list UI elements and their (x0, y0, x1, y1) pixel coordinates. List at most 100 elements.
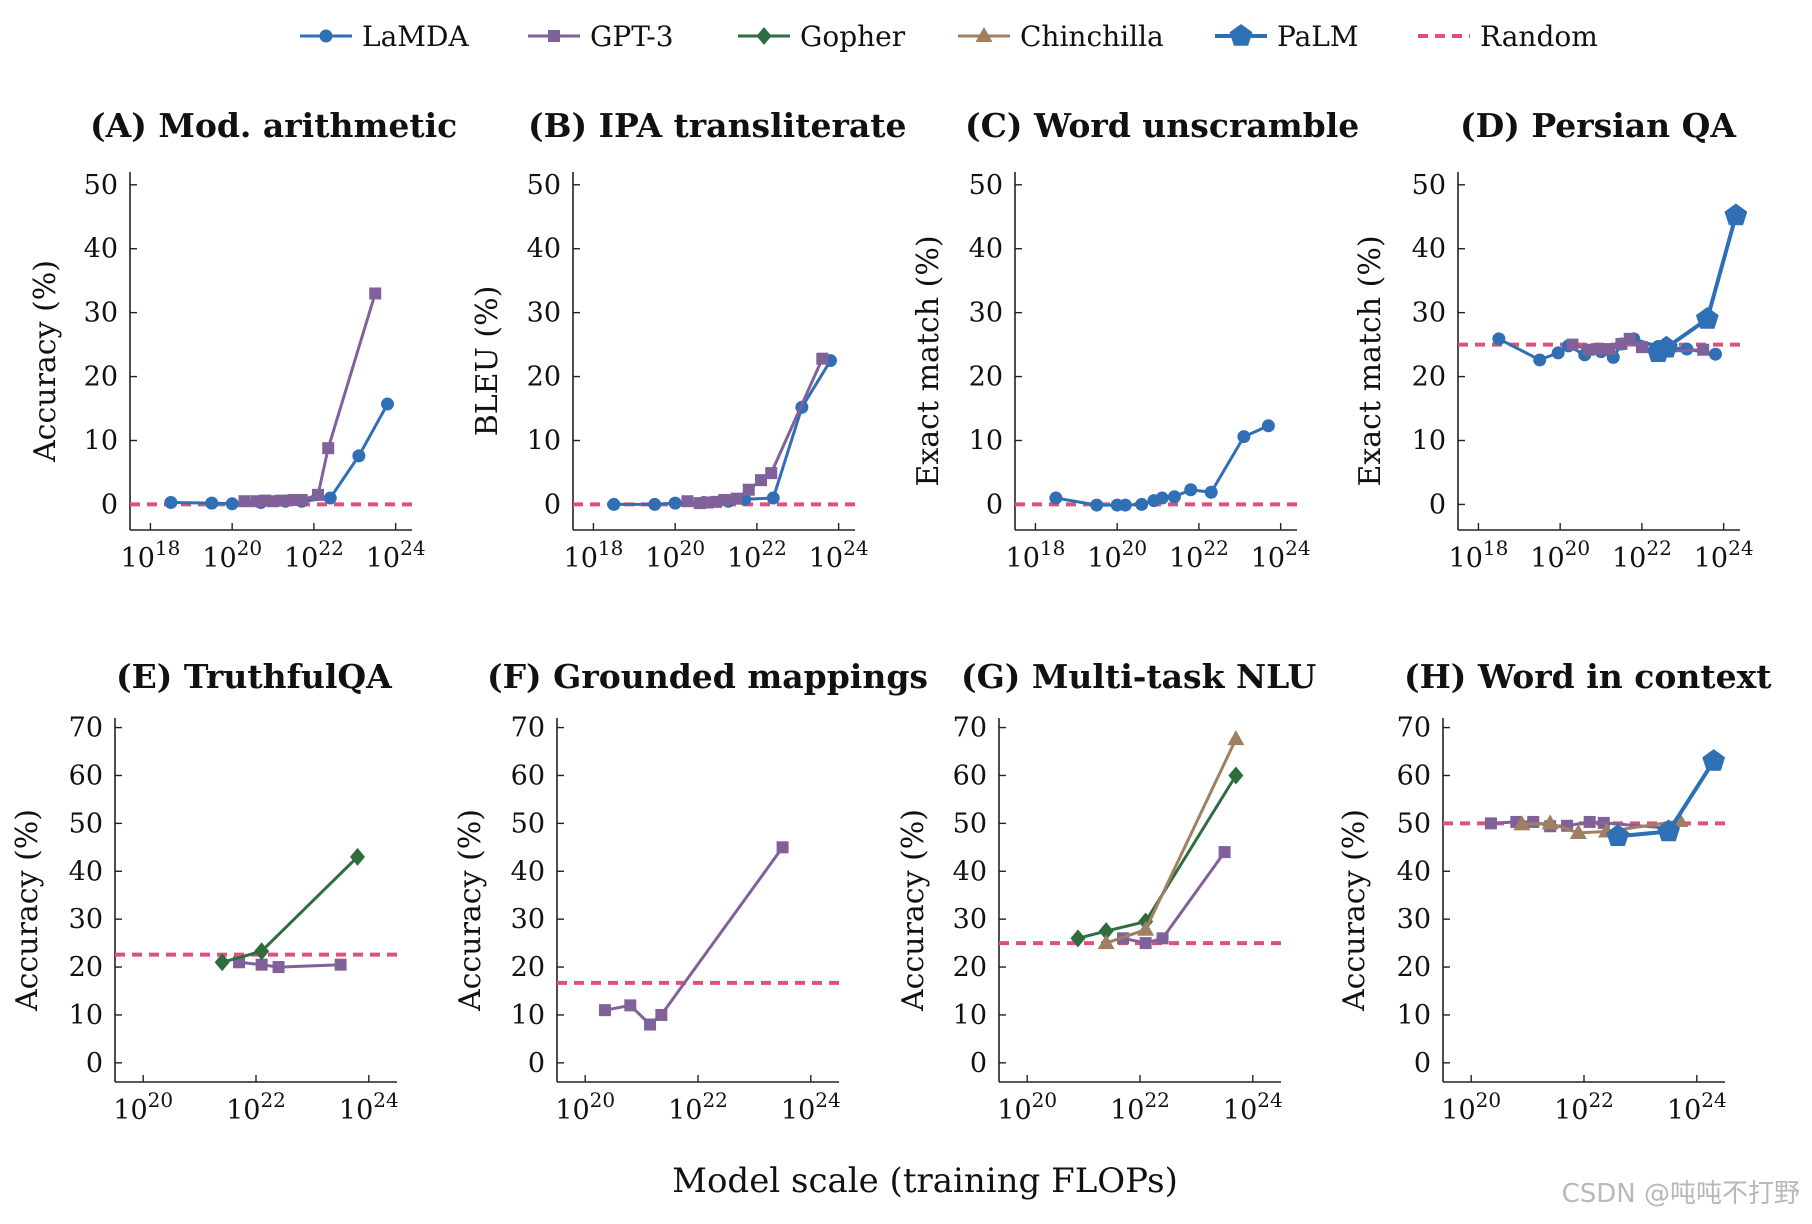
series-line (1122, 851, 1226, 945)
y-tick-label: 0 (544, 489, 561, 520)
data-point (1492, 332, 1506, 346)
y-tick-label: 20 (511, 952, 545, 983)
x-tick-label: 1024 (366, 536, 426, 574)
legend-item-lamda: LaMDA (300, 20, 469, 53)
data-point (1090, 498, 1104, 512)
data-point (1566, 338, 1579, 351)
y-tick-label: 40 (969, 234, 1003, 265)
x-tick-label: 1024 (339, 1088, 399, 1126)
data-point (1204, 485, 1218, 499)
y-tick-label: 10 (69, 1000, 103, 1031)
data-point (255, 958, 268, 971)
legend-label: Chinchilla (1020, 20, 1164, 53)
y-axis-label: Accuracy (%) (453, 809, 488, 1012)
series-gpt-3 (233, 956, 347, 974)
x-tick-label: 1024 (1667, 1088, 1727, 1126)
data-point (598, 1004, 611, 1017)
data-point (312, 488, 324, 501)
data-point (1724, 203, 1748, 226)
y-tick-label: 10 (969, 426, 1003, 457)
series-line (244, 293, 377, 503)
x-tick-label: 1022 (226, 1088, 286, 1126)
data-point (1118, 498, 1132, 512)
x-tick-label: 1024 (1694, 536, 1754, 574)
y-axis-label: Accuracy (%) (896, 809, 931, 1012)
legend-label: Random (1480, 20, 1598, 53)
series-line (1657, 214, 1738, 355)
x-tick-label: 1020 (555, 1088, 615, 1126)
data-point (334, 958, 347, 971)
data-point (1606, 824, 1630, 846)
series-gpt-3 (598, 841, 789, 1031)
legend-label: Gopher (800, 20, 906, 53)
data-point (272, 961, 285, 974)
data-point (1156, 932, 1169, 945)
series-line (1077, 774, 1238, 940)
data-point (1655, 335, 1678, 358)
x-tick-label: 1020 (997, 1088, 1057, 1126)
y-tick-label: 20 (953, 952, 987, 983)
y-tick-label: 50 (527, 170, 561, 201)
data-point (1541, 814, 1559, 830)
data-point (1603, 343, 1616, 356)
data-point (1695, 307, 1719, 329)
x-tick-label: 1024 (1251, 536, 1311, 574)
watermark: CSDN @吨吨不打野 (1562, 1179, 1800, 1209)
data-point (1551, 346, 1565, 360)
panel-title: (F) Grounded mappings (487, 657, 928, 696)
y-tick-label: 10 (1397, 1000, 1431, 1031)
data-point (1227, 730, 1245, 746)
y-axis-label: Accuracy (%) (28, 260, 63, 463)
data-point (1167, 490, 1181, 504)
data-point (1139, 937, 1152, 950)
x-axis-label: Model scale (training FLOPs) (672, 1161, 1178, 1201)
data-point (766, 491, 780, 505)
y-tick-label: 30 (969, 298, 1003, 329)
y-tick-label: 0 (86, 1048, 103, 1079)
panel-title: (B) IPA transliterate (528, 106, 906, 145)
data-point (816, 352, 829, 365)
x-tick-label: 1020 (1441, 1088, 1501, 1126)
y-tick-label: 30 (1397, 904, 1431, 935)
data-point (275, 494, 288, 507)
series-lamda (1049, 419, 1275, 512)
series-line (238, 960, 341, 969)
series-chinchilla (1097, 730, 1245, 950)
y-tick-label: 40 (1397, 856, 1431, 887)
data-point (1184, 483, 1198, 497)
series-palm (1606, 749, 1726, 846)
y-tick-label: 20 (1412, 362, 1446, 393)
data-point (1708, 347, 1722, 361)
data-point (295, 493, 308, 506)
data-point (323, 491, 337, 505)
y-tick-label: 30 (527, 298, 561, 329)
data-point (1583, 815, 1596, 828)
panel-title: (H) Word in context (1404, 657, 1772, 696)
data-point (776, 841, 789, 854)
series-line (613, 359, 832, 506)
y-tick-label: 10 (527, 426, 561, 457)
y-tick-label: 60 (1397, 760, 1431, 791)
x-tick-label: 1024 (781, 1088, 841, 1126)
data-point (730, 492, 743, 505)
x-tick-label: 1018 (564, 536, 624, 574)
data-point (350, 847, 366, 866)
panel-title: (C) Word unscramble (965, 106, 1359, 145)
data-point (1070, 929, 1086, 948)
x-tick-label: 1020 (1087, 536, 1147, 574)
legend-item-palm: PaLM (1215, 20, 1359, 53)
y-tick-label: 0 (1429, 489, 1446, 520)
data-point (1527, 815, 1540, 828)
panel-title: (G) Multi-task NLU (961, 657, 1317, 696)
panel-title: (A) Mod. arithmetic (90, 106, 457, 145)
data-point (1261, 419, 1275, 433)
y-tick-label: 30 (69, 904, 103, 935)
y-tick-label: 60 (69, 760, 103, 791)
y-tick-label: 50 (511, 808, 545, 839)
data-point (648, 497, 662, 511)
data-point (1137, 920, 1155, 936)
